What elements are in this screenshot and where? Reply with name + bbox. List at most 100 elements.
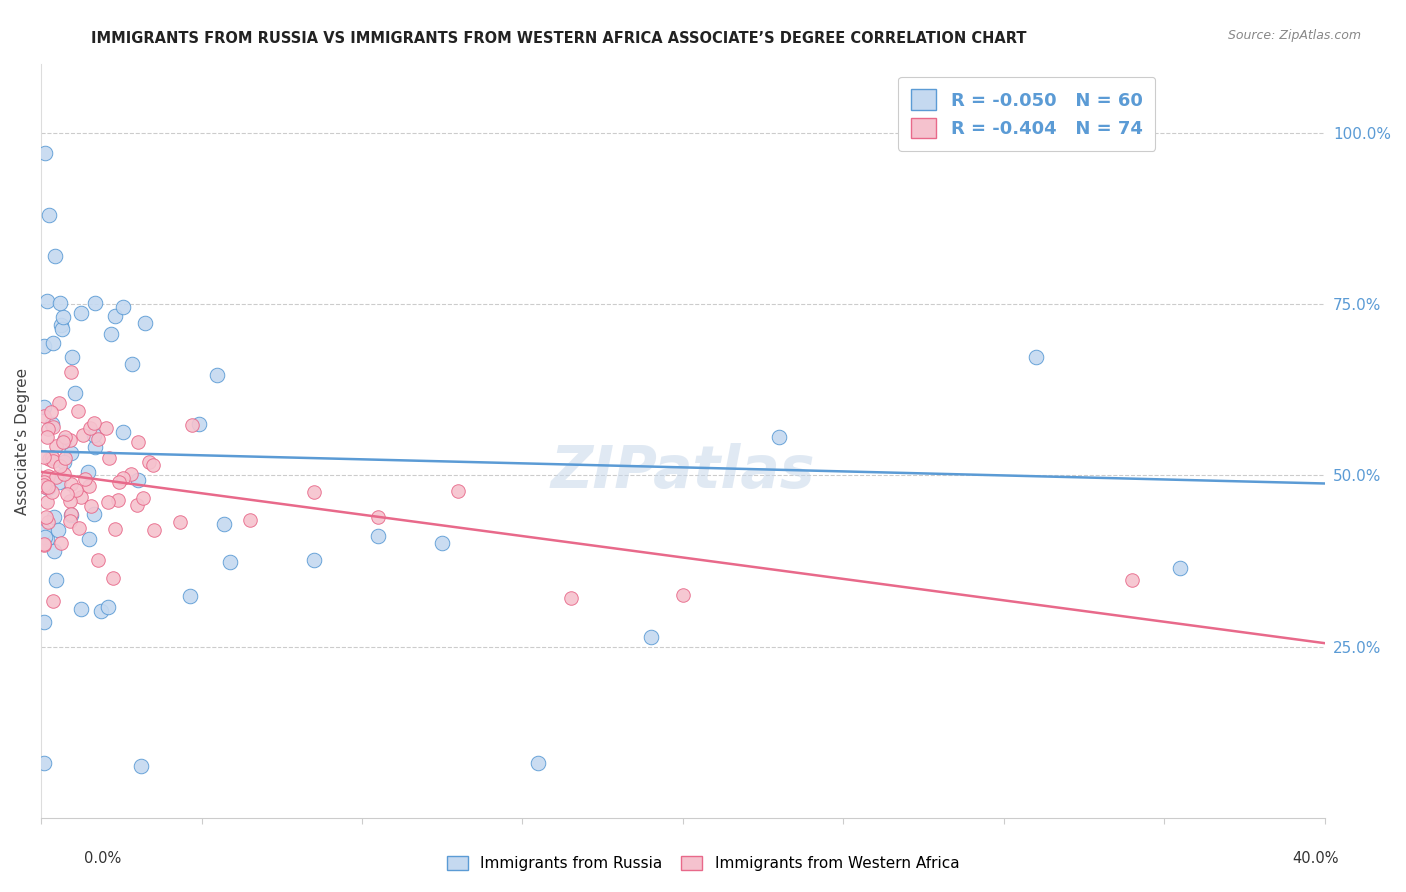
Point [53, 434, 76, 448]
Point [77, 479, 100, 493]
Point [34, 450, 56, 465]
Point [90, 603, 112, 617]
Point [34, 409, 56, 423]
Point [69, 306, 91, 320]
Point [51, 322, 73, 336]
Y-axis label: Associate’s Degree: Associate’s Degree [15, 368, 30, 515]
Point [125, 498, 148, 512]
Point [79, 421, 101, 435]
Point [1025, 351, 1047, 365]
Point [48, 458, 70, 473]
Point [34, 524, 56, 538]
Text: 40.0%: 40.0% [1292, 851, 1340, 865]
Point [127, 473, 149, 487]
Point [53, 467, 76, 481]
Point [35, 509, 58, 524]
Point [73, 471, 96, 485]
Point [37, 516, 59, 530]
Point [79, 532, 101, 546]
Point [302, 485, 325, 500]
Point [60, 366, 83, 380]
Point [37, 479, 59, 493]
Point [45, 439, 67, 453]
Point [34, 475, 56, 490]
Point [127, 435, 149, 450]
Text: ZIPatlas: ZIPatlas [551, 442, 815, 500]
Point [59, 514, 82, 528]
Point [111, 300, 134, 314]
Point [94, 420, 117, 434]
Point [59, 494, 82, 508]
Point [672, 588, 695, 602]
Point [37, 481, 59, 495]
Point [55, 487, 77, 501]
Point [37, 430, 59, 444]
Point [72, 427, 94, 442]
Point [48, 475, 70, 490]
Point [104, 522, 127, 536]
Point [34, 615, 56, 629]
Point [179, 589, 201, 603]
Point [67, 404, 90, 418]
Point [138, 455, 160, 469]
Point [42, 594, 65, 608]
Point [83, 440, 105, 454]
Point [52, 455, 75, 469]
Point [44, 249, 66, 263]
Point [527, 756, 550, 770]
Point [35, 532, 58, 546]
Point [107, 492, 129, 507]
Point [39, 405, 62, 419]
Text: 0.0%: 0.0% [84, 851, 121, 865]
Point [52, 310, 75, 324]
Point [45, 469, 67, 483]
Point [60, 508, 83, 522]
Point [34, 146, 56, 161]
Point [37, 293, 59, 308]
Point [37, 469, 59, 483]
Point [42, 509, 65, 524]
Point [87, 433, 110, 447]
Point [65, 483, 87, 498]
Point [49, 296, 72, 310]
Point [34, 538, 56, 552]
Point [34, 530, 56, 544]
Point [84, 296, 107, 310]
Point [48, 395, 70, 409]
Point [367, 529, 389, 543]
Point [80, 499, 103, 513]
Point [142, 458, 165, 472]
Point [121, 357, 143, 371]
Point [112, 471, 135, 485]
Point [42, 419, 65, 434]
Point [77, 465, 100, 479]
Point [53, 451, 76, 466]
Point [187, 417, 209, 432]
Point [98, 450, 121, 465]
Point [34, 480, 56, 494]
Point [67, 521, 90, 535]
Point [302, 553, 325, 567]
Point [69, 490, 91, 504]
Point [53, 430, 76, 444]
Point [108, 475, 131, 489]
Text: IMMIGRANTS FROM RUSSIA VS IMMIGRANTS FROM WESTERN AFRICA ASSOCIATE’S DEGREE CORR: IMMIGRANTS FROM RUSSIA VS IMMIGRANTS FRO… [91, 31, 1026, 46]
Point [70, 602, 93, 616]
Point [65, 385, 87, 400]
Point [59, 433, 82, 447]
Point [120, 467, 142, 481]
Point [38, 208, 60, 222]
Point [768, 430, 790, 444]
Point [41, 417, 63, 432]
Point [41, 485, 63, 500]
Point [169, 515, 191, 529]
Point [103, 572, 125, 586]
Point [34, 537, 56, 551]
Point [38, 451, 60, 466]
Point [212, 516, 235, 531]
Point [46, 523, 69, 537]
Point [239, 513, 262, 527]
Point [104, 310, 127, 324]
Point [129, 758, 152, 772]
Point [44, 543, 66, 558]
